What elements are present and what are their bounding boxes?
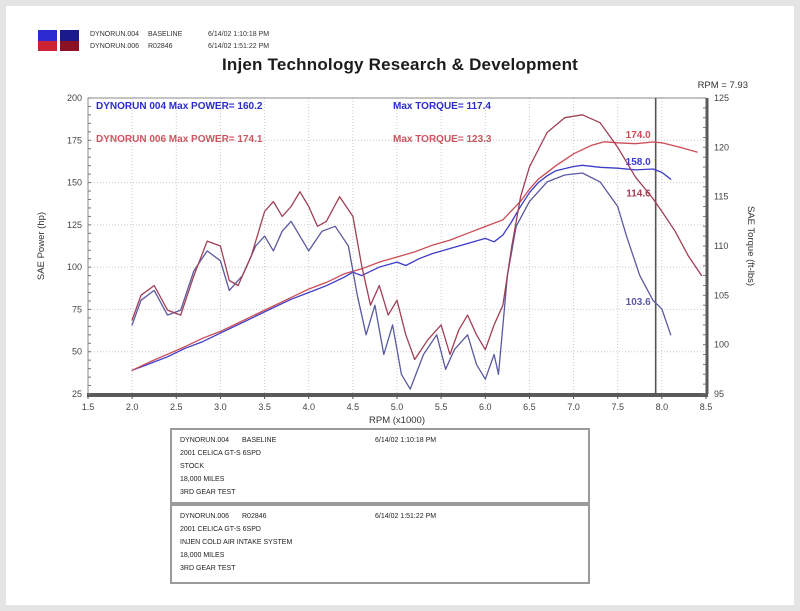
run2-info-datetime: 6/14/02 1:51:22 PM xyxy=(375,513,437,520)
series-cursor-value-label: 174.0 xyxy=(626,130,651,141)
left-tick-label: 50 xyxy=(72,347,82,357)
series-curve xyxy=(131,172,672,390)
right-tick-label: 105 xyxy=(714,290,729,300)
run1-vehicle: 2001 CELICA GT-S 6SPD xyxy=(180,450,261,457)
run1-datetime: 6/14/02 1:10:18 PM xyxy=(208,31,270,38)
x-tick-label: 4.0 xyxy=(302,402,315,412)
run1-swatch-bottom xyxy=(38,40,57,51)
run2-color-swatch xyxy=(60,30,79,51)
run2-vehicle: 2001 CELICA GT-S 6SPD xyxy=(180,526,261,533)
x-tick-label: 6.5 xyxy=(523,402,536,412)
left-tick-label: 175 xyxy=(67,135,82,145)
series-curve xyxy=(131,114,703,361)
run1-test-note: 3RD GEAR TEST xyxy=(180,489,236,496)
right-tick-label: 100 xyxy=(714,340,729,350)
right-tick-label: 95 xyxy=(714,389,724,399)
right-tick-label: 115 xyxy=(714,192,728,202)
x-tick-label: 7.5 xyxy=(611,402,624,412)
x-tick-label: 1.5 xyxy=(82,402,95,412)
run2-tag: R02846 xyxy=(148,43,173,50)
run1-color-swatch xyxy=(38,30,57,51)
run1-mileage: 18,000 MILES xyxy=(180,476,225,483)
right-axis-title: SAE Torque (ft-lbs) xyxy=(745,206,756,286)
run-legend-text: DYNORUN.004 BASELINE 6/14/02 1:10:18 PM DY… xyxy=(90,29,350,53)
run2-name: DYNORUN.006 xyxy=(90,43,140,50)
series-cursor-value-label: 103.6 xyxy=(626,297,651,308)
run2-swatch-top xyxy=(60,30,79,41)
run1-info-header: DYNORUN.004 BASELINE 6/14/02 1:10:18 PM xyxy=(180,434,588,447)
x-tick-label: 6.0 xyxy=(479,402,492,412)
run1-info-datetime: 6/14/02 1:10:18 PM xyxy=(375,437,437,444)
run1-config: STOCK xyxy=(180,463,204,470)
left-tick-label: 100 xyxy=(67,262,82,272)
run1-swatch-top xyxy=(38,30,57,41)
run2-mileage: 18,000 MILES xyxy=(180,552,225,559)
run2-max-power-annotation: DYNORUN 006 Max POWER= 174.1 xyxy=(96,134,263,145)
run2-swatch-bottom xyxy=(60,40,79,51)
run1-info-name: DYNORUN.004 xyxy=(180,437,230,444)
series-cursor-value-label: 158.0 xyxy=(626,157,651,168)
x-tick-label: 4.5 xyxy=(347,402,360,412)
left-tick-label: 125 xyxy=(67,220,82,230)
run2-info-tag: R02846 xyxy=(242,513,267,520)
run1-max-power-annotation: DYNORUN 004 Max POWER= 160.2 xyxy=(96,101,263,112)
x-tick-label: 2.5 xyxy=(170,402,183,412)
run2-config: INJEN COLD AIR INTAKE SYSTEM xyxy=(180,539,293,546)
left-axis-title: SAE Power (hp) xyxy=(36,212,47,280)
run2-info-box: DYNORUN.006 R02846 6/14/02 1:51:22 PM 2001… xyxy=(170,504,590,584)
x-tick-label: 2.0 xyxy=(126,402,139,412)
run1-info-tag: BASELINE xyxy=(242,437,277,444)
x-tick-label: 7.0 xyxy=(567,402,580,412)
right-tick-label: 125 xyxy=(714,93,729,103)
left-tick-label: 150 xyxy=(67,178,82,188)
run2-info-name: DYNORUN.006 xyxy=(180,513,230,520)
right-tick-label: 110 xyxy=(714,241,728,251)
x-tick-label: 8.0 xyxy=(656,402,669,412)
x-axis-title: RPM (x1000) xyxy=(369,415,425,426)
run1-max-torque-annotation: Max TORQUE= 117.4 xyxy=(393,101,491,112)
legend-row-run2: DYNORUN.006 R02846 6/14/02 1:51:22 PM xyxy=(90,41,350,53)
run2-max-torque-annotation: Max TORQUE= 123.3 xyxy=(393,134,492,145)
run1-tag: BASELINE xyxy=(148,31,183,38)
series-curve xyxy=(131,164,672,371)
x-tick-label: 3.5 xyxy=(258,402,271,412)
series-cursor-value-label: 114.6 xyxy=(626,189,651,200)
left-tick-label: 25 xyxy=(72,389,82,399)
x-tick-label: 5.0 xyxy=(391,402,404,412)
run2-info-header: DYNORUN.006 R02846 6/14/02 1:51:22 PM xyxy=(180,510,588,523)
x-tick-label: 3.0 xyxy=(214,402,227,412)
run2-datetime: 6/14/02 1:51:22 PM xyxy=(208,43,270,50)
run1-name: DYNORUN.004 xyxy=(90,31,140,38)
dyno-chart: 1.5 2.0 2.5 3.0 3.5 4.0 4.5 5.0 5.5 6.0 6.5 7.0 7.5 8… xyxy=(36,93,756,426)
left-tick-label: 75 xyxy=(72,304,82,314)
x-tick-label: 8.5 xyxy=(700,402,713,412)
series-curve xyxy=(131,141,698,371)
x-tick-label: 5.5 xyxy=(435,402,448,412)
run1-info-box: DYNORUN.004 BASELINE 6/14/02 1:10:18 PM 20… xyxy=(170,428,590,504)
chart-title: Injen Technology Research & Development xyxy=(221,55,579,74)
run2-test-note: 3RD GEAR TEST xyxy=(180,565,236,572)
cursor-rpm-readout: RPM = 7.93 xyxy=(697,80,748,91)
right-tick-label: 120 xyxy=(714,142,729,152)
legend-row-run1: DYNORUN.004 BASELINE 6/14/02 1:10:18 PM xyxy=(90,29,350,41)
left-tick-label: 200 xyxy=(67,93,82,103)
